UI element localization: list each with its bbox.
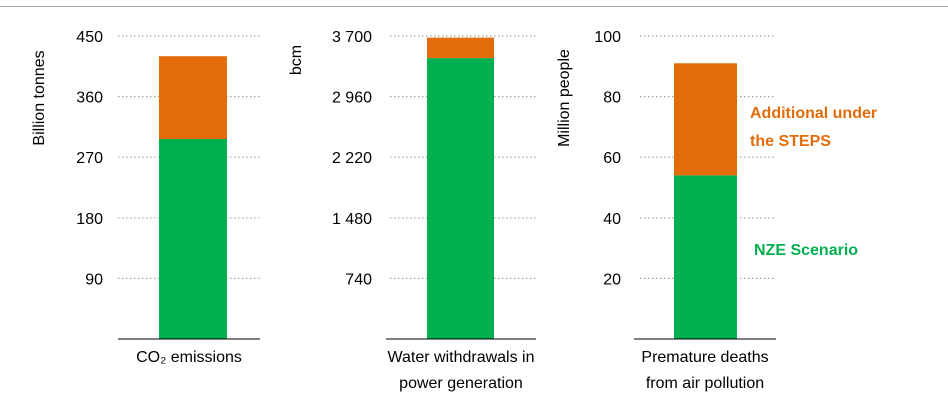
y-tick-label: 180 (76, 211, 103, 228)
panel-deaths: Million people 20 40 60 80 100 Premature dea… (556, 29, 776, 392)
legend-nze: NZE Scenario (754, 242, 858, 259)
y-tick-label: 60 (603, 150, 621, 167)
bar-segment (427, 37, 494, 59)
bars-deaths (674, 63, 737, 339)
top-rule (0, 6, 948, 7)
bar-segment (674, 63, 737, 176)
y-ticks-water: 740 1 480 2 220 2 960 3 700 (332, 29, 372, 288)
bars-water (427, 37, 494, 339)
category-label-co2: CO₂ emissions (136, 349, 242, 366)
y-tick-label: 80 (603, 90, 621, 107)
y-ticks-co2: 90 180 270 360 450 (76, 29, 103, 288)
y-tick-label: 2 220 (332, 150, 372, 167)
bar-segment (674, 175, 737, 339)
bar-segment (427, 58, 494, 339)
y-tick-label: 100 (594, 29, 621, 46)
bars-co2 (159, 56, 227, 339)
legend-steps-line2: the STEPS (750, 133, 831, 150)
category-label-deaths-line2: from air pollution (646, 375, 764, 392)
y-tick-label: 360 (76, 90, 103, 107)
y-tick-label: 3 700 (332, 29, 372, 46)
category-label-deaths-line1: Premature deaths (641, 349, 768, 366)
y-ticks-deaths: 20 40 60 80 100 (594, 29, 621, 288)
y-tick-label: 90 (85, 271, 103, 288)
y-tick-label: 2 960 (332, 90, 372, 107)
y-tick-label: 40 (603, 211, 621, 228)
category-label-water-line2: power generation (399, 375, 523, 392)
legend-steps-line1: Additional under (750, 105, 877, 122)
ylabel-water: bcm (288, 45, 305, 75)
bar-segment (159, 139, 227, 339)
y-tick-label: 740 (345, 271, 372, 288)
legend: Additional under the STEPS NZE Scenario (750, 105, 877, 259)
y-tick-label: 1 480 (332, 211, 372, 228)
bar-segment (159, 56, 227, 140)
category-label-water-line1: Water withdrawals in (387, 349, 534, 366)
y-tick-label: 20 (603, 271, 621, 288)
y-tick-label: 450 (76, 29, 103, 46)
y-tick-label: 270 (76, 150, 103, 167)
ylabel-deaths: Million people (556, 49, 573, 147)
ylabel-co2: Billion tonnes (31, 50, 48, 145)
panel-water: bcm 740 1 480 2 220 2 960 3 700 Water withdr… (288, 29, 536, 392)
panel-co2: Billion tonnes 90 180 270 360 450 CO₂ emissi… (31, 29, 260, 366)
